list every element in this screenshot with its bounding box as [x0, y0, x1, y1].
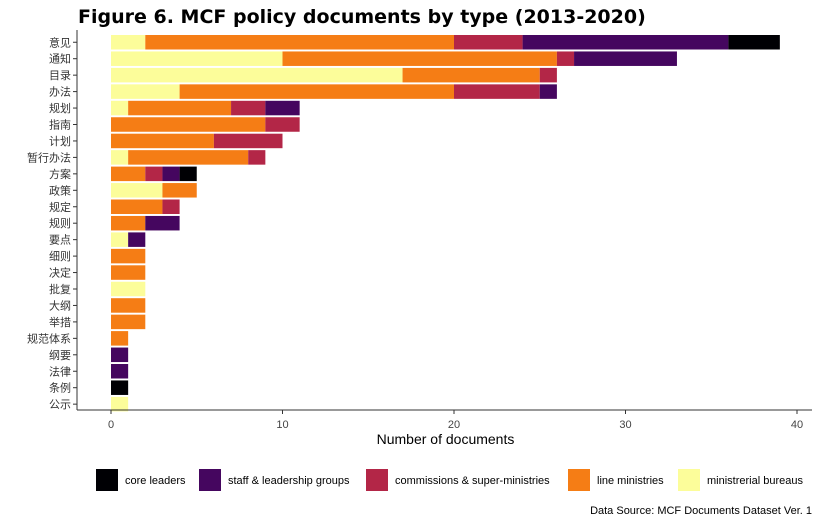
bar-18-series-1	[111, 331, 129, 346]
bar-3-series-3	[539, 84, 557, 99]
bar-8-series-2	[145, 166, 163, 182]
bar-0-series-4	[728, 35, 780, 50]
bar-0-series-3	[522, 35, 729, 50]
bar-10-series-2	[162, 199, 180, 214]
y-tick-label: 大纲	[49, 298, 71, 312]
y-tick-label: 规定	[49, 200, 71, 214]
bar-8-series-4	[179, 166, 197, 182]
legend-swatch	[199, 469, 221, 491]
bar-4-series-3	[265, 100, 300, 116]
axes	[76, 30, 812, 411]
bar-0-series-0	[111, 35, 146, 50]
y-tick-label: 暂行办法	[27, 150, 71, 164]
bar-10-series-1	[111, 199, 163, 214]
y-tick-label: 规则	[49, 216, 71, 230]
x-tick-label: 30	[619, 419, 631, 431]
legend-swatch	[678, 469, 700, 491]
bar-22-series-0	[111, 396, 129, 412]
bar-14-series-1	[111, 265, 146, 280]
bar-13-series-1	[111, 248, 146, 264]
bar-7-series-2	[248, 150, 266, 165]
bar-4-series-1	[128, 100, 232, 116]
y-tick-label: 意见	[49, 35, 71, 49]
y-tick-label: 规范体系	[27, 331, 71, 345]
y-tick-label: 规划	[49, 101, 71, 115]
x-tick-label: 20	[448, 419, 460, 431]
bar-0-series-2	[454, 35, 523, 50]
legend-swatch	[96, 469, 118, 491]
bar-5-series-1	[111, 117, 266, 132]
bar-9-series-0	[111, 183, 163, 198]
bar-2-series-0	[111, 67, 403, 83]
x-ticks: 0 10 20 30 40	[108, 410, 803, 431]
y-tick-label: 细则	[49, 250, 71, 263]
legend-label: commissions & super-ministries	[395, 475, 550, 487]
x-tick-label: 40	[791, 419, 803, 431]
bar-8-series-3	[162, 166, 180, 182]
y-tick-label: 政策	[49, 183, 71, 197]
bar-7-series-0	[111, 150, 129, 165]
legend-label: line ministries	[597, 475, 664, 487]
bar-1-series-2	[556, 51, 575, 66]
legend-swatch	[366, 469, 388, 491]
bar-11-series-1	[111, 215, 146, 231]
bar-2-series-2	[539, 67, 557, 83]
bar-4-series-2	[231, 100, 266, 116]
bar-5-series-2	[265, 117, 300, 132]
y-tick-label: 纲要	[49, 349, 71, 362]
bar-3-series-0	[111, 84, 180, 99]
bar-17-series-1	[111, 314, 146, 330]
x-tick-label: 0	[108, 419, 114, 431]
bar-1-series-0	[111, 51, 283, 66]
bar-3-series-2	[454, 84, 540, 99]
bar-8-series-1	[111, 166, 146, 182]
bar-2-series-1	[402, 67, 540, 83]
y-tick-labels: 意见通知目录办法规划指南计划暂行办法方案政策规定规则要点细则决定批复大纲举措规范…	[27, 35, 77, 411]
y-tick-label: 举措	[49, 315, 71, 329]
bar-6-series-2	[213, 133, 283, 149]
bar-12-series-0	[111, 232, 129, 247]
bar-7-series-1	[128, 150, 249, 165]
y-tick-label: 办法	[49, 85, 71, 99]
legend-label: core leaders	[125, 475, 186, 487]
bar-0-series-1	[145, 35, 455, 50]
y-tick-label: 决定	[49, 266, 71, 280]
y-tick-label: 通知	[49, 52, 71, 66]
bar-15-series-0	[111, 281, 146, 297]
y-tick-label: 指南	[49, 118, 71, 132]
legend: core leaders staff & leadership groups com…	[96, 469, 803, 491]
y-tick-label: 计划	[49, 135, 71, 148]
bar-21-series-4	[111, 380, 129, 395]
y-tick-label: 方案	[49, 167, 71, 181]
chart-title: Figure 6. MCF policy documents by type (…	[78, 6, 646, 28]
caption: Data Source: MCF Documents Dataset Ver. …	[590, 505, 812, 517]
bars	[111, 35, 780, 412]
bar-16-series-1	[111, 298, 146, 313]
y-tick-label: 条例	[49, 381, 71, 395]
bar-4-series-0	[111, 100, 129, 116]
bar-3-series-1	[179, 84, 454, 99]
bar-6-series-1	[111, 133, 214, 149]
x-axis-label: Number of documents	[377, 431, 515, 447]
y-tick-label: 公示	[49, 398, 71, 411]
bar-20-series-3	[111, 364, 129, 379]
bar-9-series-1	[162, 183, 197, 198]
legend-label: staff & leadership groups	[228, 475, 350, 487]
y-tick-label: 批复	[49, 282, 71, 296]
bar-11-series-3	[145, 215, 180, 231]
bar-19-series-3	[111, 347, 129, 363]
y-tick-label: 目录	[49, 69, 71, 82]
x-tick-label: 10	[276, 419, 288, 431]
bar-1-series-3	[574, 51, 677, 66]
bar-1-series-1	[282, 51, 557, 66]
legend-swatch	[568, 469, 590, 491]
legend-label: ministrerial bureaus	[707, 475, 803, 487]
bar-12-series-3	[128, 232, 146, 247]
y-tick-label: 法律	[49, 364, 71, 378]
y-tick-label: 要点	[49, 234, 71, 247]
